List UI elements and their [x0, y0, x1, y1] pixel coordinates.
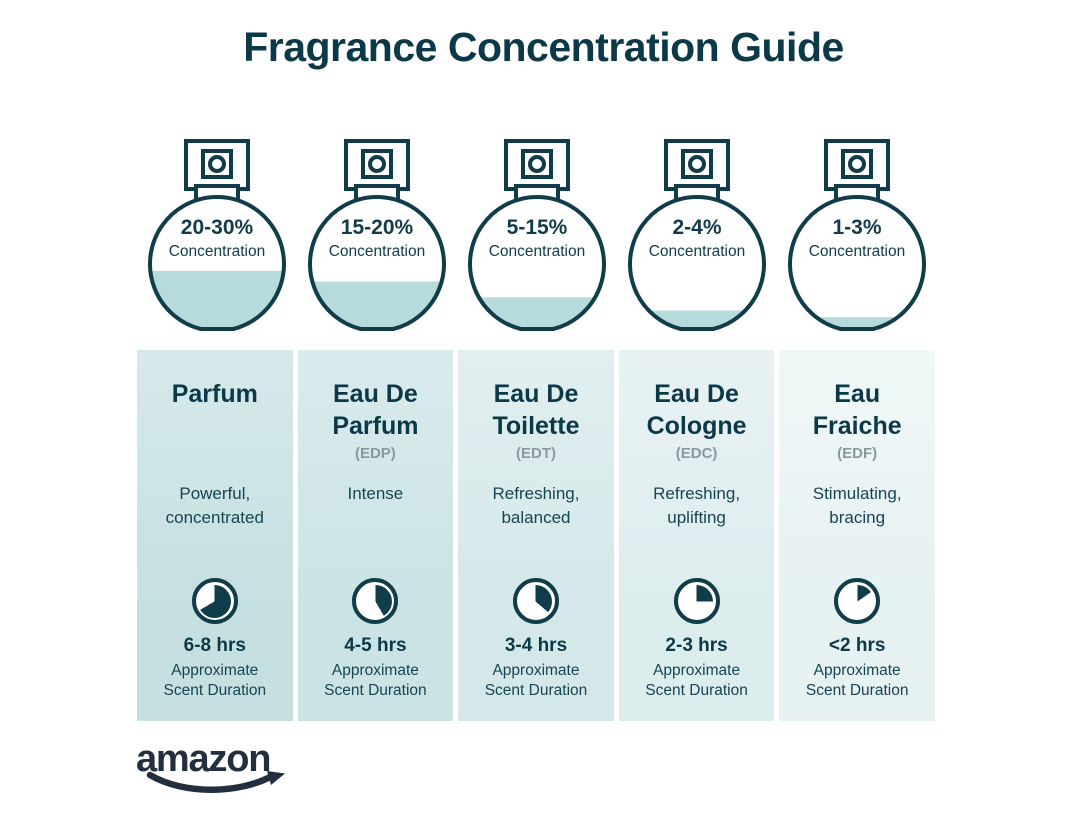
column-header: Eau Fraiche (EDF) [779, 378, 935, 482]
bottle-label: 1-3% Concentration [777, 214, 937, 263]
concentration-label: Concentration [328, 243, 426, 260]
concentration-percent: 2-4% [672, 216, 722, 239]
duration-value: 6-8 hrs [183, 635, 246, 656]
bottles-row: 20-30% Concentration 15-20% Co [137, 138, 935, 338]
bottle-label: 20-30% Concentration [137, 214, 297, 263]
column-eau-de-toilette: Eau De Toilette (EDT) Refreshing, balanc… [458, 350, 614, 721]
concentration-percent: 5-15% [506, 216, 568, 239]
perfume-bottle-icon: 2-4% Concentration [617, 138, 777, 334]
column-eau-fraiche: Eau Fraiche (EDF) Stimulating, bracing <… [779, 350, 935, 721]
fragrance-name: Eau De Cologne [646, 380, 747, 440]
fragrance-abbr: (EDT) [515, 445, 556, 462]
duration-note: Approximate Scent Duration [645, 662, 748, 699]
amazon-smile-icon [146, 771, 285, 793]
perfume-bottle-icon: 20-30% Concentration [137, 138, 297, 334]
duration-value: 2-3 hrs [665, 635, 728, 656]
column-eau-de-parfum: Eau De Parfum (EDP) Intense 4-5 hrs Appr… [297, 350, 454, 721]
perfume-bottle-graphic [308, 139, 446, 331]
concentration-label: Concentration [168, 243, 266, 260]
perfume-bottle-icon: 5-15% Concentration [457, 138, 617, 334]
bottle-cell: 20-30% Concentration [137, 138, 297, 338]
duration-value: 4-5 hrs [344, 635, 407, 656]
concentration-label: Concentration [488, 243, 586, 260]
perfume-bottle-graphic [148, 139, 286, 331]
bottle-label: 15-20% Concentration [297, 214, 457, 263]
column-header: Eau De Cologne (EDC) [619, 378, 775, 482]
fragrance-description: Stimulating, bracing [812, 484, 902, 527]
concentration-label: Concentration [808, 243, 906, 260]
duration-clock-icon [191, 578, 238, 624]
bottle-label: 5-15% Concentration [457, 214, 617, 263]
fragrance-name: Eau Fraiche [812, 380, 902, 440]
fragrance-description: Powerful, concentrated [165, 484, 264, 527]
duration-clock-icon [834, 578, 881, 624]
fragrance-name: Parfum [171, 380, 258, 408]
bottle-cell: 15-20% Concentration [297, 138, 457, 338]
amazon-logo-text: amazon [136, 738, 271, 780]
concentration-percent: 1-3% [832, 216, 882, 239]
fragrance-abbr: (EDF) [837, 445, 878, 462]
concentration-percent: 15-20% [340, 216, 414, 239]
amazon-logo: amazon [136, 740, 306, 802]
perfume-bottle-graphic [628, 139, 766, 331]
fragrance-name: Eau De Parfum [332, 380, 419, 440]
bottle-cell: 1-3% Concentration [777, 138, 937, 338]
duration-note: Approximate Scent Duration [163, 662, 267, 699]
duration-clock-icon [352, 578, 399, 624]
perfume-bottle-graphic [788, 139, 926, 331]
fragrance-description: Refreshing, balanced [492, 484, 580, 527]
fragrance-abbr: (EDP) [354, 445, 396, 462]
fragrance-description: Refreshing, uplifting [653, 484, 741, 527]
concentration-label: Concentration [648, 243, 746, 260]
column-header: Eau De Toilette (EDT) [458, 378, 614, 482]
duration-note: Approximate Scent Duration [324, 662, 427, 699]
page-title: Fragrance Concentration Guide [243, 24, 844, 70]
column-parfum: Parfum Powerful, concentrated 6-8 hrs Ap… [137, 350, 293, 721]
duration-clock-icon [673, 578, 720, 624]
column-header: Parfum [137, 378, 293, 482]
bottle-label: 2-4% Concentration [617, 214, 777, 263]
duration-note: Approximate Scent Duration [484, 662, 588, 699]
fragrance-description: Intense [347, 484, 404, 503]
perfume-bottle-icon: 15-20% Concentration [297, 138, 457, 334]
bottle-cell: 2-4% Concentration [617, 138, 777, 338]
duration-note: Approximate Scent Duration [805, 662, 909, 699]
column-header: Eau De Parfum (EDP) [298, 378, 454, 482]
perfume-bottle-graphic [468, 139, 606, 331]
bottle-cell: 5-15% Concentration [457, 138, 617, 338]
fragrance-abbr: (EDC) [675, 445, 718, 462]
fragrance-columns: Parfum Powerful, concentrated 6-8 hrs Ap… [137, 350, 935, 721]
duration-clock-icon [512, 578, 559, 624]
column-eau-de-cologne: Eau De Cologne (EDC) Refreshing, uplifti… [618, 350, 775, 721]
perfume-bottle-icon: 1-3% Concentration [777, 138, 937, 334]
fragrance-name: Eau De Toilette [492, 380, 580, 440]
concentration-percent: 20-30% [180, 216, 254, 239]
duration-value: <2 hrs [828, 635, 886, 656]
duration-value: 3-4 hrs [504, 635, 568, 656]
